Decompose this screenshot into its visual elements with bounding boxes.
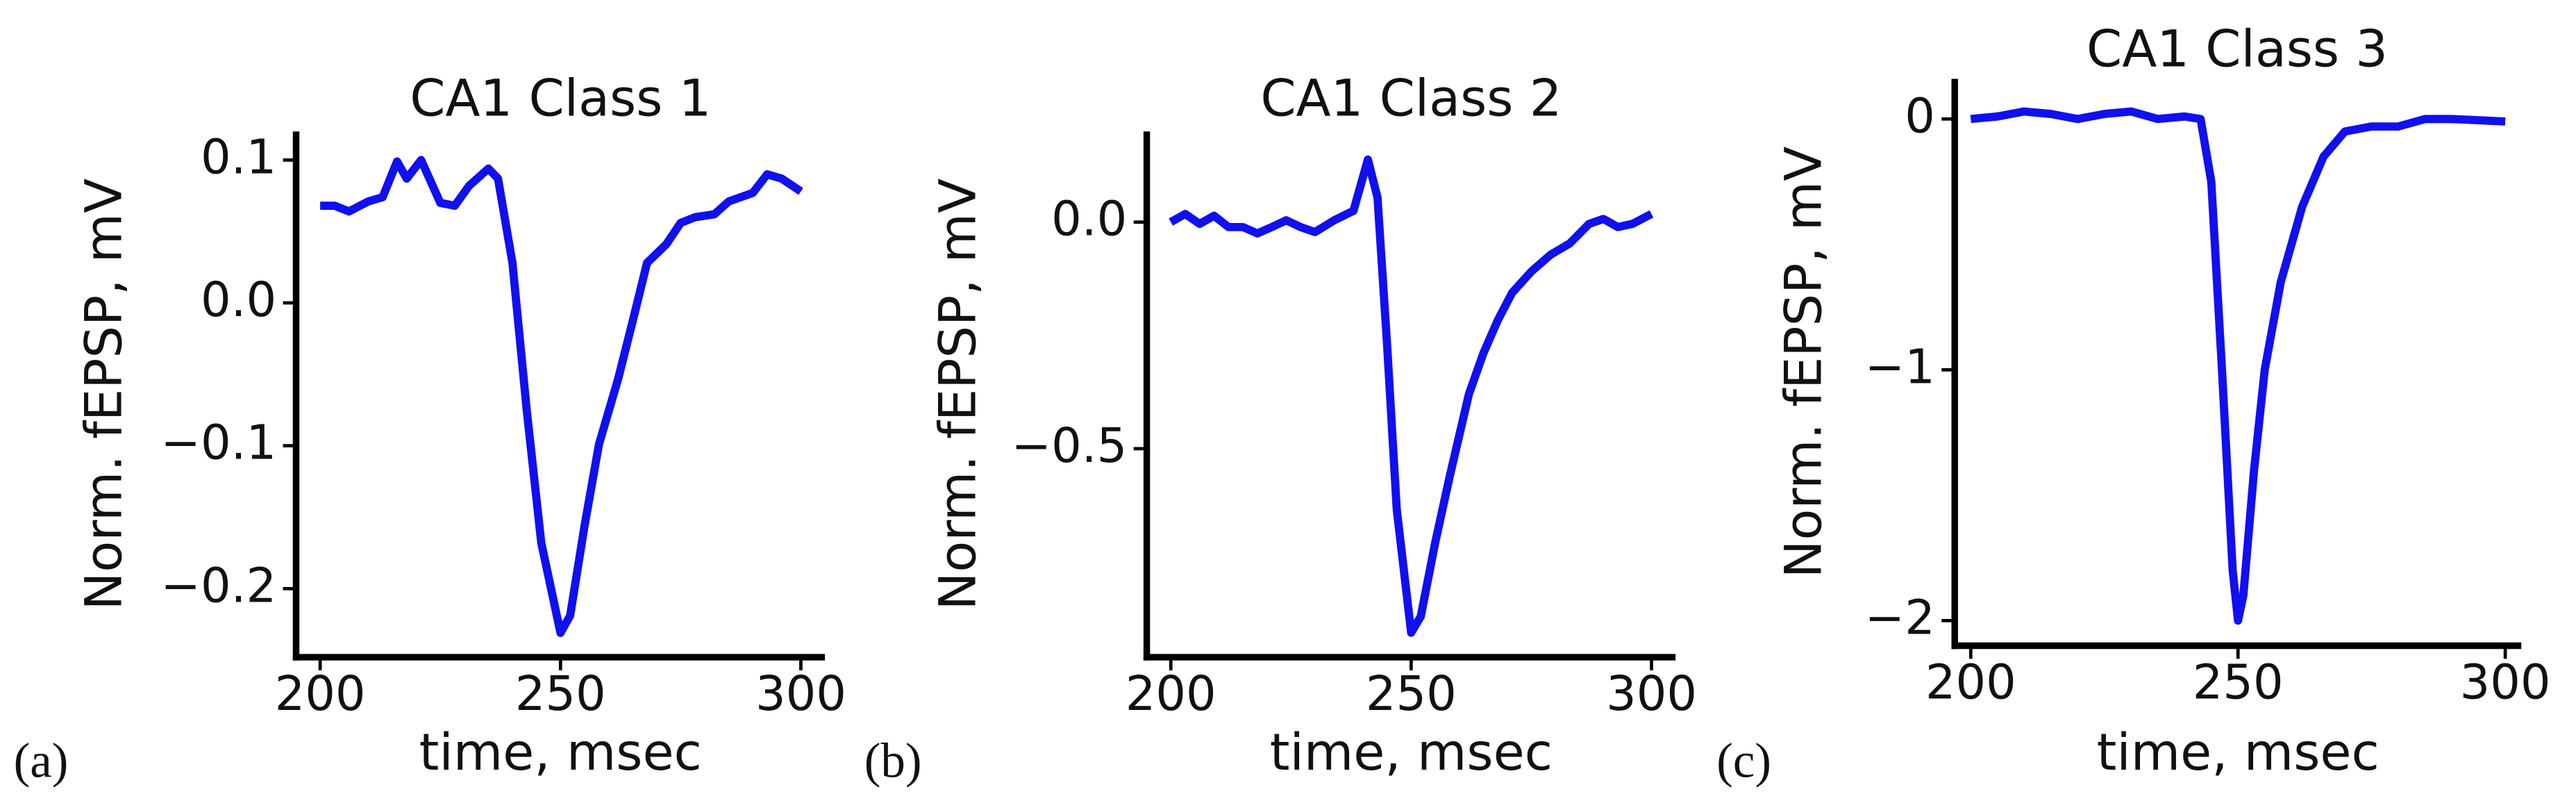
x-tick-label: 300 [1606, 666, 1697, 722]
data-line [320, 156, 803, 638]
y-tick-label: −0.1 [161, 415, 277, 471]
y-tick-label: 0.1 [201, 129, 276, 185]
x-tick-label: 200 [275, 666, 366, 722]
x-tick-label: 300 [755, 666, 846, 722]
x-tick-label: 250 [2193, 654, 2284, 710]
panel-label: (a) [14, 734, 69, 788]
y-tick-label: 0.0 [201, 272, 276, 328]
y-axis-label: Norm. fEPSP, mV [1774, 147, 1833, 579]
chart-title: CA1 Class 1 [410, 69, 711, 129]
chart-title: CA1 Class 2 [1260, 69, 1562, 129]
y-tick-label: −0.2 [161, 558, 277, 613]
y-tick-label: −1 [1865, 339, 1935, 395]
y-tick-label: −2 [1865, 590, 1935, 645]
x-tick-label: 250 [1366, 666, 1457, 722]
y-tick-label: −0.5 [1012, 418, 1128, 474]
panel-label: (b) [864, 734, 922, 788]
x-tick-label: 200 [1126, 666, 1216, 722]
data-line [1970, 107, 2506, 625]
panel-label: (c) [1716, 734, 1771, 788]
y-axis-label: Norm. fEPSP, mV [928, 179, 987, 611]
x-axis-label: time, msec [419, 723, 702, 782]
x-tick-label: 300 [2460, 654, 2551, 710]
x-axis-label: time, msec [1270, 723, 1553, 782]
y-tick-label: 0.0 [1051, 192, 1127, 247]
y-tick-label: 0 [1905, 88, 1935, 144]
x-axis-label: time, msec [2097, 723, 2380, 782]
chart-title: CA1 Class 3 [2086, 20, 2388, 79]
x-tick-label: 250 [515, 666, 606, 722]
x-tick-label: 200 [1925, 654, 2016, 710]
y-axis-label: Norm. fEPSP, mV [75, 179, 134, 611]
data-line [1169, 155, 1654, 637]
